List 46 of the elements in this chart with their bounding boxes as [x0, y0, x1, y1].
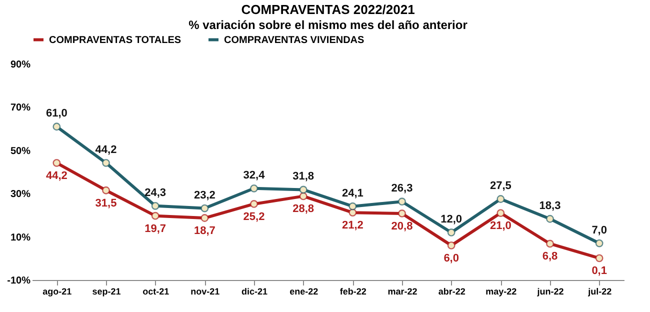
data-label: 6,8	[542, 250, 558, 263]
y-tick-label: -10%	[7, 276, 31, 286]
data-label: 23,2	[194, 189, 216, 202]
x-tick-label: nov-21	[190, 286, 220, 296]
data-label: 61,0	[46, 108, 68, 120]
data-label: 20,8	[391, 220, 413, 232]
data-label: 12,0	[440, 213, 462, 226]
data-label: 31,8	[292, 170, 314, 183]
data-label: 28,8	[292, 203, 314, 216]
data-label: 44,2	[95, 144, 117, 156]
x-tick-label: abr-22	[438, 286, 466, 296]
data-label: 18,7	[194, 225, 216, 238]
y-tick-label: 70%	[10, 102, 31, 114]
data-label: 7,0	[592, 224, 607, 236]
x-tick-label: sep-21	[92, 286, 121, 296]
data-label: 24,3	[144, 186, 166, 199]
chart-title: COMPRAVENTAS 2022/2021	[241, 2, 415, 17]
data-label: 18,3	[539, 200, 561, 212]
y-tick-label: 50%	[10, 146, 31, 157]
x-tick-label: oct-21	[142, 286, 170, 296]
x-tick-label: ago-21	[42, 286, 72, 296]
x-tick-label: feb-22	[340, 286, 366, 296]
data-label: 44,2	[46, 170, 68, 182]
data-label: 19,7	[144, 222, 166, 235]
y-tick-label: 10%	[10, 232, 31, 244]
x-tick-label: jul-22	[587, 286, 612, 296]
data-label: 25,2	[243, 210, 265, 223]
legend-label: COMPRAVENTAS TOTALES	[49, 34, 182, 46]
x-tick-label: ene-22	[290, 286, 318, 296]
data-label: 31,5	[95, 197, 117, 210]
chart-subtitle: % variación sobre el mismo mes del año anterior	[188, 18, 468, 32]
data-label: 21,0	[490, 220, 512, 232]
x-tick-label: may-22	[486, 286, 517, 296]
x-tick-label: jun-22	[536, 286, 564, 296]
data-label: 26,3	[391, 182, 413, 195]
data-label: 0,1	[592, 265, 607, 278]
x-tick-label: mar-22	[388, 286, 418, 296]
y-tick-label: 30%	[10, 189, 31, 200]
data-label: 6,0	[444, 252, 459, 264]
legend-label: COMPRAVENTAS VIVIENDAS	[224, 34, 365, 46]
data-label: 24,1	[342, 187, 364, 200]
x-tick-label: dic-21	[241, 286, 268, 296]
data-label: 21,2	[342, 220, 364, 232]
y-tick-label: 90%	[10, 60, 31, 70]
data-label: 27,5	[490, 180, 512, 192]
data-label: 32,4	[243, 169, 266, 182]
